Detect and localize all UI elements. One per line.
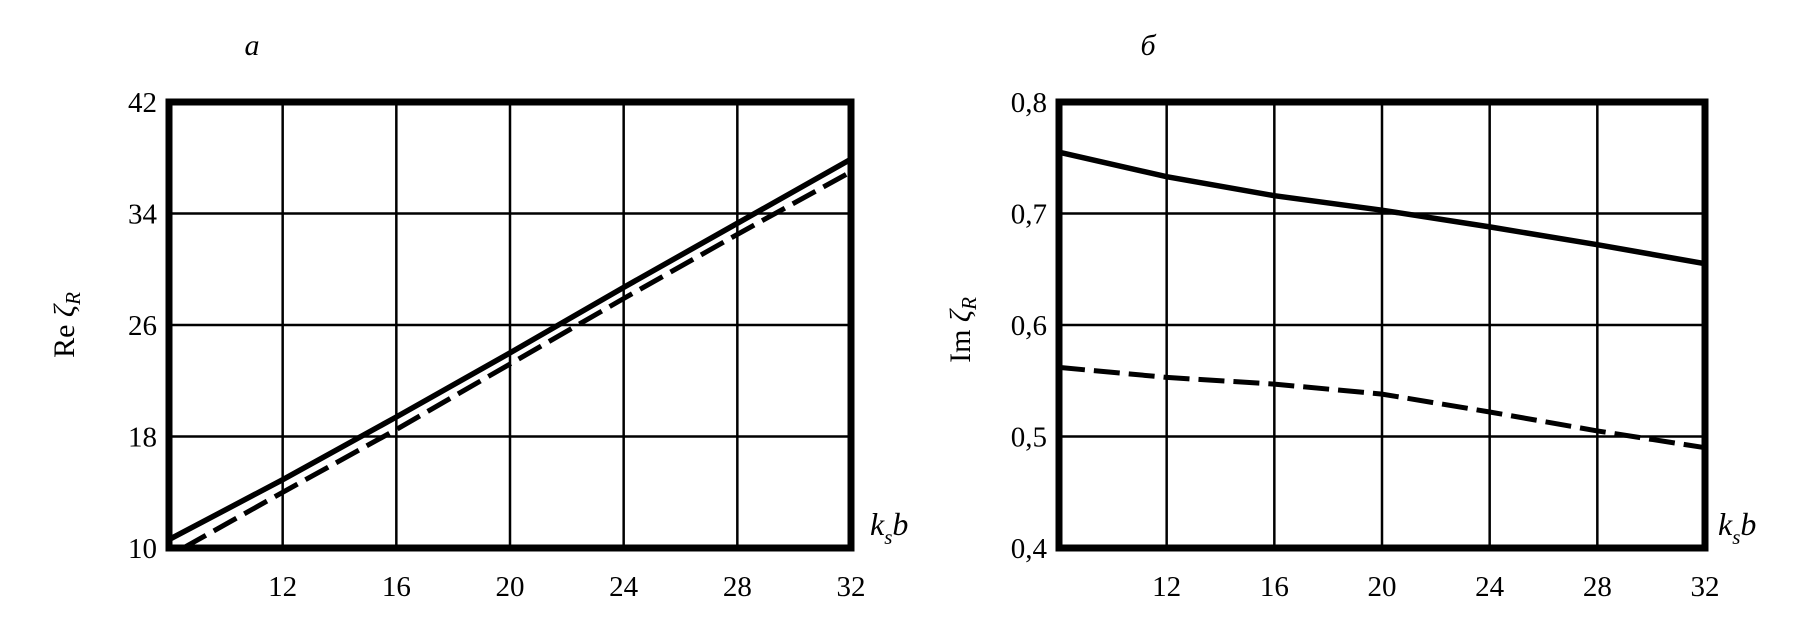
- x-tick-label: 24: [609, 571, 639, 603]
- y-tick-label: 0,4: [1011, 533, 1048, 565]
- y-tick-label: 26: [128, 310, 157, 342]
- chart-panel-a: а Re ζR ksb 10 18 26 34 42 12 16 20 24 28 32: [48, 29, 908, 603]
- y-axis-label-a: Re ζR: [48, 292, 85, 358]
- panel-label-a: а: [245, 29, 260, 62]
- x-tick-label: 32: [837, 571, 866, 603]
- x-tick-label: 20: [1368, 571, 1397, 603]
- x-tick-label: 28: [723, 571, 752, 603]
- x-tick-label: 12: [268, 571, 297, 603]
- y-tick-label: 42: [128, 87, 157, 119]
- y-tick-label: 0,5: [1011, 422, 1047, 454]
- y-tick-label: 0,6: [1011, 310, 1047, 342]
- y-tick-labels-a: 10 18 26 34 42: [128, 87, 158, 565]
- series-line-dashed: [1058, 364, 1706, 451]
- x-tick-label: 16: [382, 571, 411, 603]
- grid-b: [1059, 100, 1707, 550]
- plot-frame-a: [165, 98, 855, 552]
- panel-label-b: б: [1140, 29, 1156, 62]
- series-group-a: [167, 156, 853, 551]
- x-tick-label: 32: [1691, 571, 1720, 603]
- plot-frame-b: [1055, 98, 1709, 552]
- x-axis-label-b: ksb: [1718, 506, 1756, 549]
- x-tick-label: 28: [1583, 571, 1612, 603]
- chart-panel-b: б Im ζR ksb 0,4 0,5 0,6 0,7 0,8 12 16 20 24 28 32: [944, 29, 1756, 603]
- series-line-dashed: [181, 169, 853, 551]
- x-tick-label: 12: [1152, 571, 1181, 603]
- y-tick-label: 18: [128, 422, 157, 454]
- x-tick-labels-b: 12 16 20 24 28 32: [1152, 571, 1719, 603]
- y-axis-label-b: Im ζR: [944, 297, 981, 363]
- x-tick-labels-a: 12 16 20 24 28 32: [268, 571, 865, 603]
- series-group-b: [1058, 149, 1706, 451]
- x-tick-label: 24: [1475, 571, 1505, 603]
- y-tick-label: 10: [128, 533, 157, 565]
- y-tick-labels-b: 0,4 0,5 0,6 0,7 0,8: [1011, 87, 1048, 565]
- y-tick-label: 34: [128, 199, 158, 231]
- y-tick-label: 0,8: [1011, 87, 1047, 119]
- x-axis-label-a: ksb: [870, 506, 908, 549]
- grid-a: [169, 100, 853, 550]
- series-line-solid: [167, 156, 853, 543]
- x-tick-label: 20: [496, 571, 525, 603]
- x-tick-label: 16: [1260, 571, 1289, 603]
- y-tick-label: 0,7: [1011, 199, 1047, 231]
- series-line-solid: [1058, 149, 1706, 267]
